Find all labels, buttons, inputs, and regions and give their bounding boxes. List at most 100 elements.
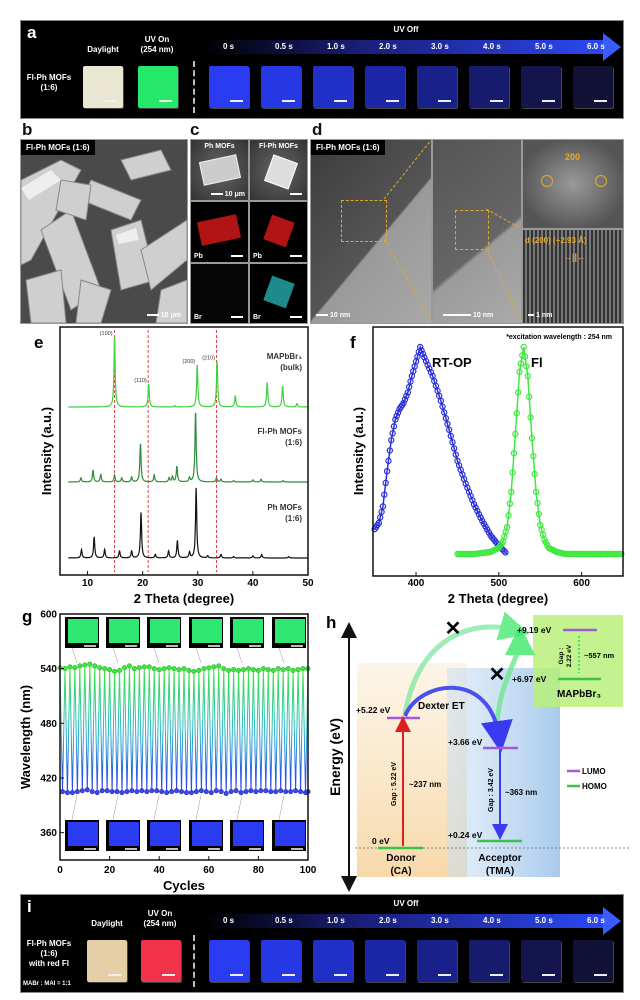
y-tick-label: 600 — [40, 610, 57, 621]
y-tick-label: 540 — [40, 664, 57, 675]
panel-label-c: c — [190, 120, 200, 139]
pl-data-point — [513, 410, 520, 417]
uv-on-point — [226, 667, 232, 673]
uv-on-point — [171, 666, 177, 672]
perovskite-name: MAPbBr₃ — [557, 689, 601, 700]
xrd-series-line — [68, 412, 308, 483]
panel-label-e: e — [34, 333, 43, 352]
series-label: (1:6) — [285, 438, 302, 447]
uv-on-point — [231, 667, 237, 673]
uv-on-point — [290, 667, 296, 673]
uv-off-point — [149, 788, 155, 794]
pl-data-point — [376, 514, 384, 521]
pl-data-point — [392, 416, 399, 423]
uv-off-point — [223, 790, 229, 796]
y-axis-label: Intensity (a.u.) — [39, 407, 54, 495]
acceptor-gap: Gap : 3.42 eV — [488, 768, 495, 812]
uv-off-point — [94, 790, 100, 796]
peak-label: (100) — [100, 331, 113, 337]
x-axis-label: Cycles — [163, 878, 205, 893]
pl-data-point — [407, 378, 414, 385]
column-title: Fl-Ph MOFs — [259, 143, 298, 150]
d-spacing-arrows-icon: →||← — [563, 252, 587, 262]
uv-on-point — [92, 663, 98, 669]
uv-off-point — [273, 789, 279, 795]
uv-on-point — [121, 665, 127, 671]
acceptor-wavelength: ~363 nm — [505, 788, 537, 797]
uv-off-point — [89, 789, 95, 795]
acceptor-name: Acceptor — [478, 853, 521, 864]
uv-on-point — [191, 668, 197, 674]
pl-data-point — [472, 504, 479, 511]
uv-on-point — [136, 665, 142, 671]
dexter-et-arrow — [403, 685, 513, 753]
plot-frame — [59, 613, 309, 861]
uv-on-label: UV On (254 nm) — [133, 35, 181, 55]
pl-data-point — [450, 445, 458, 452]
afterglow-sample — [469, 940, 509, 982]
uv-on-point — [72, 665, 78, 671]
daylight-label: Daylight — [91, 919, 123, 928]
element-label: Br — [253, 314, 261, 321]
excitation-note: *excitation wavelength : 254 nm — [506, 334, 612, 341]
pl-data-point — [500, 547, 507, 554]
daylight-sample — [83, 66, 123, 108]
scale-bar — [231, 314, 245, 321]
time-label: 5.0 s — [535, 916, 553, 925]
pl-data-point — [535, 510, 543, 518]
pl-data-point — [530, 452, 537, 460]
uv-on-line: (254 nm) — [143, 919, 177, 928]
time-label: 0.5 s — [275, 916, 293, 925]
y-axis-label: Intensity (a.u.) — [351, 407, 366, 495]
pl-data-point — [523, 363, 530, 370]
sample-line: Fl-Ph MOFs — [26, 939, 72, 948]
time-label: 1.0 s — [327, 42, 345, 51]
uv-on-sample — [138, 66, 178, 108]
uv-off-point — [174, 788, 180, 794]
daylight-sample — [87, 940, 127, 982]
pl-data-point — [405, 383, 413, 391]
panel-label-g: g — [22, 607, 32, 626]
pl-data-point — [424, 361, 431, 369]
pl-data-point — [525, 393, 533, 400]
scale-bar: 10 μm — [210, 191, 245, 198]
ratio-note: MABr : MAI = 1:1 — [23, 981, 71, 987]
uv-off-point — [213, 788, 219, 794]
uv-off-point — [263, 788, 269, 794]
x-tick-label: 20 — [104, 865, 116, 876]
uv-on-point — [151, 666, 157, 672]
scale-label: 1 nm — [536, 312, 553, 319]
pl-data-point — [401, 396, 409, 403]
uv-on-point — [102, 666, 108, 672]
pl-data-point — [502, 549, 509, 556]
pl-data-point — [416, 343, 424, 351]
afterglow-sample — [521, 940, 561, 982]
pl-data-point — [528, 434, 536, 442]
pl-data-point — [505, 512, 512, 519]
x-tick-label: 40 — [154, 865, 166, 876]
uv-on-point — [201, 666, 207, 672]
uv-on-line: UV On — [144, 35, 170, 44]
inset-leader — [278, 794, 285, 821]
pl-data-point — [509, 469, 516, 476]
uv-off-point — [124, 789, 130, 795]
pl-data-point — [447, 432, 455, 440]
xrd-chart: e MAPbBr₃ (bulk) (100) (110) (200) (210) Fl-Ph… — [34, 326, 314, 606]
pl-data-point — [440, 409, 448, 416]
uv-off-point — [144, 789, 150, 795]
scale-bar: 10 nm — [316, 312, 350, 319]
uv-off-point — [193, 789, 199, 795]
peak-label: (210) — [202, 356, 215, 362]
scale-label: 10 μm — [160, 312, 181, 319]
uv-off-point — [164, 790, 170, 796]
element-label: Pb — [253, 253, 262, 260]
pl-data-point — [404, 389, 411, 396]
pl-data-point — [514, 389, 522, 396]
sample-label: Fl-Ph MOFs (1:6) — [21, 73, 77, 93]
hrtem-lattice: d (200) (~2.93 Å) →||← 1 nm — [522, 229, 624, 324]
donor-homo-value: 0 eV — [372, 836, 390, 846]
series-label-rt-op: RT-OP — [432, 355, 472, 370]
pl-data-point — [383, 468, 391, 475]
uv-on-line: (254 nm) — [140, 45, 174, 54]
pl-data-point — [419, 350, 427, 358]
